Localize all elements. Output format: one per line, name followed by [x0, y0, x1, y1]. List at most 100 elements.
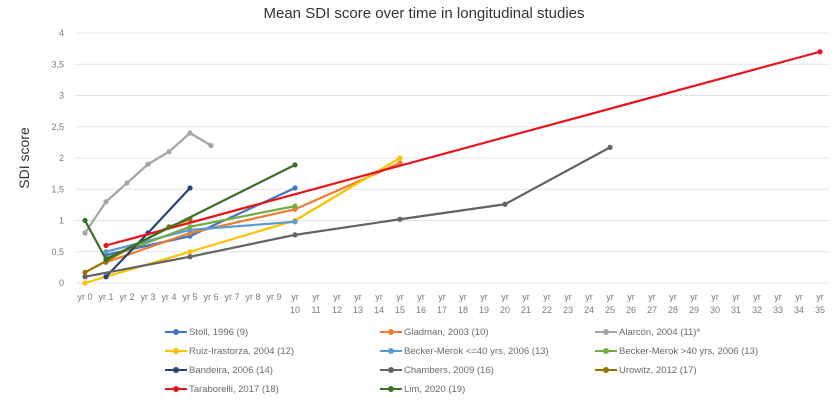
data-point: [124, 180, 130, 186]
series-2: [82, 130, 214, 236]
y-tick-label: 3,5: [51, 59, 64, 69]
x-tick-label: yr 12: [332, 292, 342, 315]
y-tick-label: 1,5: [51, 184, 64, 194]
x-tick-label: yr 18: [458, 292, 468, 315]
legend-item: Lim, 2020 (19): [380, 382, 595, 396]
legend-swatch-icon: [165, 364, 187, 376]
data-point: [292, 232, 298, 238]
legend-swatch-icon: [595, 326, 617, 338]
legend-label: Gladman, 2003 (10): [404, 326, 489, 338]
x-tick-label: yr 35: [815, 292, 825, 315]
data-point: [103, 274, 109, 280]
legend-item: Becker-Merok <=40 yrs, 2006 (13): [380, 344, 595, 358]
x-tick-label: yr 8: [245, 292, 260, 302]
x-tick-label: yr 28: [668, 292, 678, 315]
data-point: [187, 130, 193, 136]
legend-label: Becker-Merok <=40 yrs, 2006 (13): [404, 345, 549, 357]
legend: Stoll, 1996 (9) Gladman, 2003 (10) Alarcón…: [165, 325, 825, 396]
legend-label: Becker-Merok >40 yrs, 2006 (13): [619, 345, 759, 357]
data-point: [292, 185, 298, 191]
x-tick-label: yr 31: [731, 292, 741, 315]
x-tick-label: yr 3: [140, 292, 155, 302]
data-point: [82, 269, 88, 275]
x-tick-label: yr 11: [311, 292, 320, 315]
x-tick-label: yr 33: [773, 292, 783, 315]
data-point: [607, 144, 613, 150]
x-tick-label: yr 26: [626, 292, 636, 315]
legend-item: Taraborelli, 2017 (18): [165, 382, 380, 396]
data-point: [187, 185, 193, 191]
legend-swatch-icon: [165, 383, 187, 395]
x-tick-labels: yr 0 yr 1 yr 2 yr 3 yr 4 yr 5 yr 6 yr 7 yr 8 yr 9…: [77, 292, 825, 315]
x-tick-label: yr 5: [182, 292, 197, 302]
data-point: [82, 230, 88, 236]
data-point: [397, 155, 403, 161]
data-point: [145, 161, 151, 167]
x-tick-label: yr 17: [437, 292, 447, 315]
y-tick-label: 0,5: [51, 247, 64, 257]
legend-item: Urowitz, 2012 (17): [595, 363, 825, 377]
x-tick-label: yr 4: [161, 292, 176, 302]
data-point: [103, 249, 109, 255]
data-point: [292, 162, 298, 168]
data-point: [82, 280, 88, 286]
legend-label: Alarcón, 2004 (11)*: [619, 326, 701, 338]
x-tick-label: yr 14: [374, 292, 384, 315]
x-tick-label: yr 10: [290, 292, 300, 315]
series-line: [84, 146, 611, 278]
legend-swatch-icon: [380, 345, 402, 357]
series-line: [105, 50, 821, 247]
y-tick-label: 0: [59, 278, 64, 288]
data-point: [292, 203, 298, 209]
x-tick-label: yr 9: [266, 292, 281, 302]
legend-item: Bandeira, 2006 (14): [165, 363, 380, 377]
gridlines: [75, 32, 830, 284]
x-tick-label: yr 25: [605, 292, 615, 315]
data-point: [82, 274, 88, 280]
legend-label: Urowitz, 2012 (17): [619, 364, 697, 376]
data-point: [103, 242, 109, 249]
legend-swatch-icon: [380, 364, 402, 376]
x-tick-label: yr 27: [647, 292, 657, 315]
legend-item: Alarcón, 2004 (11)*: [595, 325, 825, 339]
legend-label: Bandeira, 2006 (14): [189, 364, 273, 376]
legend-swatch-icon: [165, 326, 187, 338]
legend-label: Lim, 2020 (19): [404, 383, 466, 395]
x-tick-label: yr 15: [395, 292, 405, 315]
x-tick-label: yr 34: [794, 292, 804, 315]
legend-swatch-icon: [380, 326, 402, 338]
data-point: [103, 256, 109, 262]
legend-label: Stoll, 1996 (9): [189, 326, 249, 338]
x-tick-label: yr 22: [542, 292, 552, 315]
series-9: [103, 49, 823, 249]
series-7: [82, 144, 613, 280]
x-tick-label: yr 21: [521, 292, 531, 315]
legend-swatch-icon: [595, 364, 617, 376]
x-tick-label: yr 20: [500, 292, 510, 315]
x-tick-label: yr 2: [119, 292, 134, 302]
data-point: [292, 219, 298, 225]
x-tick-label: yr 6: [203, 292, 218, 302]
y-tick-label: 2,5: [51, 122, 64, 132]
x-tick-label: yr 29: [689, 292, 699, 315]
legend-swatch-icon: [595, 345, 617, 357]
x-tick-label: yr 19: [479, 292, 489, 315]
data-point: [397, 216, 403, 222]
legend-label: Taraborelli, 2017 (18): [189, 383, 279, 395]
x-tick-label: yr 32: [752, 292, 762, 315]
x-tick-label: yr 16: [416, 292, 426, 315]
data-point: [817, 49, 823, 55]
x-tick-label: yr 0: [77, 292, 92, 302]
data-point: [187, 254, 193, 260]
series-10: [82, 162, 298, 262]
legend-item: Chambers, 2009 (16): [380, 363, 595, 377]
x-tick-label: yr 7: [224, 292, 239, 302]
data-point: [82, 217, 88, 224]
series-line: [105, 161, 401, 264]
data-point: [208, 142, 214, 149]
data-point: [103, 199, 109, 205]
data-point: [187, 224, 193, 230]
x-tick-label: yr 30: [710, 292, 720, 315]
y-tick-label: 2: [59, 153, 64, 163]
